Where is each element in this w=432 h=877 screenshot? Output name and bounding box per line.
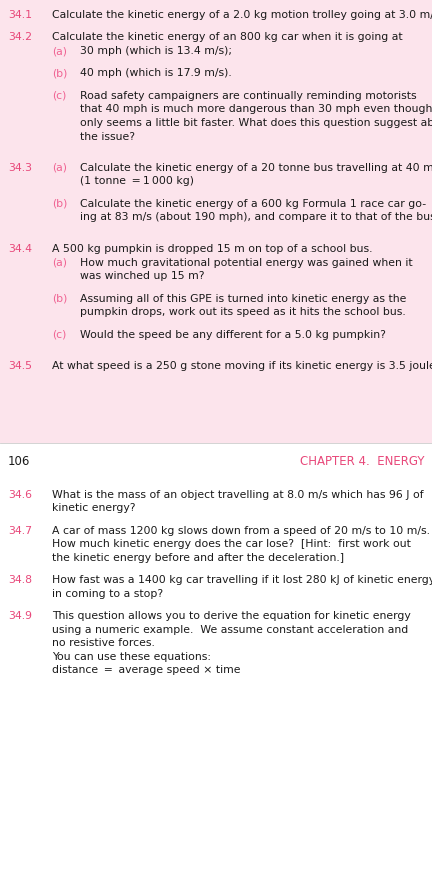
Text: This question allows you to derive the equation for kinetic energy: This question allows you to derive the e… — [52, 611, 411, 622]
Text: 34.6: 34.6 — [8, 490, 32, 500]
Text: (b): (b) — [52, 199, 67, 209]
Text: kinetic energy?: kinetic energy? — [52, 503, 136, 513]
Text: 30 mph (which is 13.4 m/s);: 30 mph (which is 13.4 m/s); — [80, 46, 232, 56]
Text: (a): (a) — [52, 46, 67, 56]
Text: the issue?: the issue? — [80, 132, 135, 141]
Text: 34.7: 34.7 — [8, 526, 32, 536]
Text: (a): (a) — [52, 163, 67, 173]
Text: no resistive forces.: no resistive forces. — [52, 638, 155, 648]
Text: Calculate the kinetic energy of a 600 kg Formula 1 race car go-: Calculate the kinetic energy of a 600 kg… — [80, 199, 426, 209]
Text: (c): (c) — [52, 330, 67, 339]
Text: At what speed is a 250 g stone moving if its kinetic energy is 3.5 joules?: At what speed is a 250 g stone moving if… — [52, 361, 432, 371]
Text: 34.5: 34.5 — [8, 361, 32, 371]
Text: Calculate the kinetic energy of a 2.0 kg motion trolley going at 3.0 m/s.: Calculate the kinetic energy of a 2.0 kg… — [52, 10, 432, 20]
Text: How much kinetic energy does the car lose?  [Hint:  first work out: How much kinetic energy does the car los… — [52, 539, 411, 549]
Text: A 500 kg pumpkin is dropped 15 m on top of a school bus.: A 500 kg pumpkin is dropped 15 m on top … — [52, 244, 372, 254]
Text: 34.2: 34.2 — [8, 32, 32, 42]
Text: 34.3: 34.3 — [8, 163, 32, 173]
Text: Road safety campaigners are continually reminding motorists: Road safety campaigners are continually … — [80, 91, 416, 101]
Text: (b): (b) — [52, 294, 67, 303]
Text: only seems a little bit faster. What does this question suggest about: only seems a little bit faster. What doe… — [80, 118, 432, 128]
Text: 34.4: 34.4 — [8, 244, 32, 254]
Text: the kinetic energy before and after the deceleration.]: the kinetic energy before and after the … — [52, 553, 344, 563]
Text: Calculate the kinetic energy of an 800 kg car when it is going at: Calculate the kinetic energy of an 800 k… — [52, 32, 403, 42]
Text: 34.1: 34.1 — [8, 10, 32, 20]
Text: How much gravitational potential energy was gained when it: How much gravitational potential energy … — [80, 258, 413, 267]
Text: What is the mass of an object travelling at 8.0 m/s which has 96 J of: What is the mass of an object travelling… — [52, 490, 424, 500]
Text: was winched up 15 m?: was winched up 15 m? — [80, 271, 204, 281]
Text: CHAPTER 4.  ENERGY: CHAPTER 4. ENERGY — [299, 455, 424, 468]
Text: (a): (a) — [52, 258, 67, 267]
Text: pumpkin drops, work out its speed as it hits the school bus.: pumpkin drops, work out its speed as it … — [80, 307, 406, 317]
Text: Would the speed be any different for a 5.0 kg pumpkin?: Would the speed be any different for a 5… — [80, 330, 386, 339]
Text: Calculate the kinetic energy of a 20 tonne bus travelling at 40 mph.: Calculate the kinetic energy of a 20 ton… — [80, 163, 432, 173]
Bar — [0, 443, 432, 877]
Text: distance  =  average speed × time: distance = average speed × time — [52, 666, 241, 675]
Text: that 40 mph is much more dangerous than 30 mph even though it: that 40 mph is much more dangerous than … — [80, 104, 432, 115]
Text: How fast was a 1400 kg car travelling if it lost 280 kJ of kinetic energy: How fast was a 1400 kg car travelling if… — [52, 575, 432, 585]
Text: using a numeric example.  We assume constant acceleration and: using a numeric example. We assume const… — [52, 625, 408, 635]
Text: 34.9: 34.9 — [8, 611, 32, 622]
Text: Assuming all of this GPE is turned into kinetic energy as the: Assuming all of this GPE is turned into … — [80, 294, 407, 303]
Bar — [0, 0, 432, 443]
Text: 34.8: 34.8 — [8, 575, 32, 585]
Text: (b): (b) — [52, 68, 67, 79]
Text: 106: 106 — [8, 455, 30, 468]
Text: ing at 83 m/s (about 190 mph), and compare it to that of the bus.: ing at 83 m/s (about 190 mph), and compa… — [80, 212, 432, 223]
Text: A car of mass 1200 kg slows down from a speed of 20 m/s to 10 m/s.: A car of mass 1200 kg slows down from a … — [52, 526, 430, 536]
Text: You can use these equations:: You can use these equations: — [52, 652, 211, 662]
Text: 40 mph (which is 17.9 m/s).: 40 mph (which is 17.9 m/s). — [80, 68, 232, 79]
Text: (c): (c) — [52, 91, 67, 101]
Text: in coming to a stop?: in coming to a stop? — [52, 588, 163, 599]
Text: (1 tonne  = 1 000 kg): (1 tonne = 1 000 kg) — [80, 176, 194, 187]
